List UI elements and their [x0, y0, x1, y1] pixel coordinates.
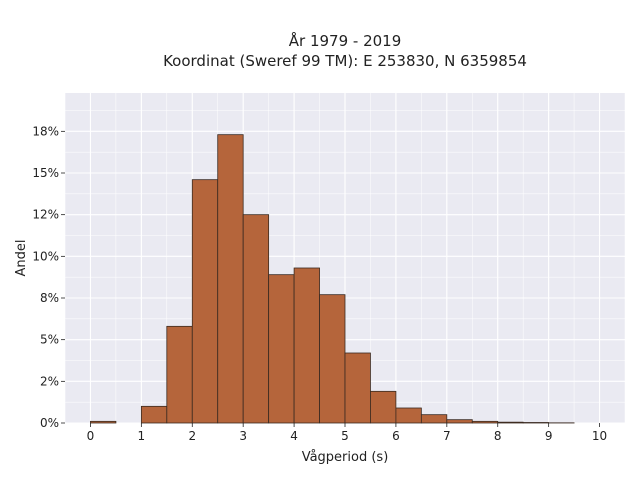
histogram-bar [319, 294, 346, 424]
chart-subtitle: Koordinat (Sweref 99 TM): E 253830, N 63… [163, 52, 527, 70]
y-axis-label: Andel [14, 240, 29, 277]
histogram-bar [90, 420, 117, 424]
histogram-bar [370, 390, 397, 424]
x-axis-label: Vågperiod (s) [302, 450, 389, 465]
x-tick-label: 0 [87, 429, 95, 443]
histogram-bar [293, 267, 320, 424]
histogram-bar [395, 407, 422, 424]
y-tick-label: 10% [32, 249, 59, 263]
y-tick-label: 5% [40, 333, 59, 347]
histogram-bar [242, 214, 270, 424]
x-tick-label: 1 [138, 429, 146, 443]
histogram-bar [140, 405, 168, 424]
x-tick-label: 7 [443, 429, 451, 443]
x-tick-label: 8 [494, 429, 502, 443]
x-tick-label: 10 [592, 429, 607, 443]
x-tick-label: 4 [290, 429, 298, 443]
x-tick-label: 3 [239, 429, 247, 443]
x-tick-label: 5 [341, 429, 349, 443]
histogram-bar [446, 419, 473, 424]
histogram-bar [344, 352, 371, 424]
y-tick-label: 18% [32, 124, 59, 138]
x-axis-ticks: 0 1 2 3 4 5 6 7 8 9 10 [87, 423, 607, 443]
y-tick-label: 2% [40, 374, 59, 388]
y-tick-label: 0% [40, 416, 59, 430]
histogram-bar [166, 325, 193, 424]
histogram-bar [497, 421, 524, 424]
y-tick-label: 8% [40, 291, 59, 305]
histogram-bar [268, 274, 295, 424]
x-tick-label: 9 [545, 429, 553, 443]
histogram-bar [217, 134, 244, 424]
y-tick-label: 15% [32, 166, 59, 180]
histogram-bar [471, 420, 499, 424]
histogram-bar [420, 414, 448, 424]
x-tick-label: 2 [188, 429, 196, 443]
x-tick-label: 6 [392, 429, 400, 443]
chart-title: År 1979 - 2019 [289, 31, 402, 50]
y-axis-ticks: 0% 2% 5% 8% 10% 12% 15% 18% [32, 124, 65, 430]
y-tick-label: 12% [32, 208, 59, 222]
bars [90, 134, 575, 424]
histogram-bar [191, 179, 219, 424]
histogram-bar [522, 422, 550, 424]
